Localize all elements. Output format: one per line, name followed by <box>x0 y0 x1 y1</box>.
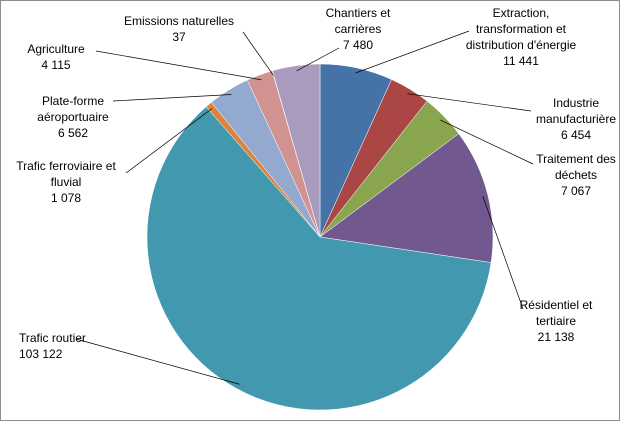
pie-slice <box>146 106 492 411</box>
category-name: Chantiers et carrières <box>325 6 391 36</box>
category-name: Agriculture <box>27 42 85 56</box>
value-label: 7 067 <box>560 184 592 198</box>
pie-slice <box>272 63 321 238</box>
value-label: 6 454 <box>560 128 592 142</box>
leader-line <box>125 108 213 174</box>
value-label: 21 138 <box>537 330 575 344</box>
category-name: Extraction, transformation et distributi… <box>465 6 577 52</box>
value-label: 7 480 <box>342 38 374 52</box>
slice-label: Traitement des déchets 7 067 <box>526 151 619 199</box>
leader-line <box>112 94 232 102</box>
leader-line <box>242 31 274 76</box>
leader-line <box>296 47 340 72</box>
category-name: Résidentiel et tertiaire <box>519 298 593 328</box>
slice-label: Trafic ferroviaire et fluvial 1 078 <box>6 158 126 206</box>
slice-label: Agriculture 4 115 <box>11 41 101 73</box>
slice-label: Résidentiel et tertiaire 21 138 <box>511 297 601 345</box>
value-label: 1 078 <box>50 191 82 205</box>
category-name: Emissions naturelles <box>123 14 235 28</box>
leader-line <box>440 119 534 165</box>
value-label: 6 562 <box>57 126 89 140</box>
leader-line <box>355 30 470 74</box>
pie-slice <box>319 133 494 263</box>
slice-label: Plate-forme aéroportuaire 6 562 <box>28 93 118 141</box>
category-name: Plate-forme aéroportuaire <box>37 94 109 124</box>
category-name: Trafic ferroviaire et fluvial <box>16 159 116 189</box>
leader-line <box>75 338 240 385</box>
slice-label: Trafic routier 103 122 <box>19 330 119 362</box>
value-label: 103 122 <box>19 347 63 361</box>
slice-label: Extraction, transformation et distributi… <box>456 5 586 69</box>
value-label: 11 441 <box>503 54 539 68</box>
slice-label: Chantiers et carrières 7 480 <box>313 5 403 53</box>
category-name: Industrie manufacturière <box>535 96 617 126</box>
category-name: Trafic routier <box>19 331 86 345</box>
leader-line <box>95 50 262 81</box>
leader-line <box>482 196 524 310</box>
slice-label: Industrie manufacturière 6 454 <box>531 95 619 143</box>
value-label: 37 <box>172 30 186 44</box>
leader-line <box>407 93 532 112</box>
slice-label: Emissions naturelles 37 <box>119 13 239 45</box>
category-name: Traitement des déchets <box>536 152 616 182</box>
value-label: 4 115 <box>41 58 71 72</box>
